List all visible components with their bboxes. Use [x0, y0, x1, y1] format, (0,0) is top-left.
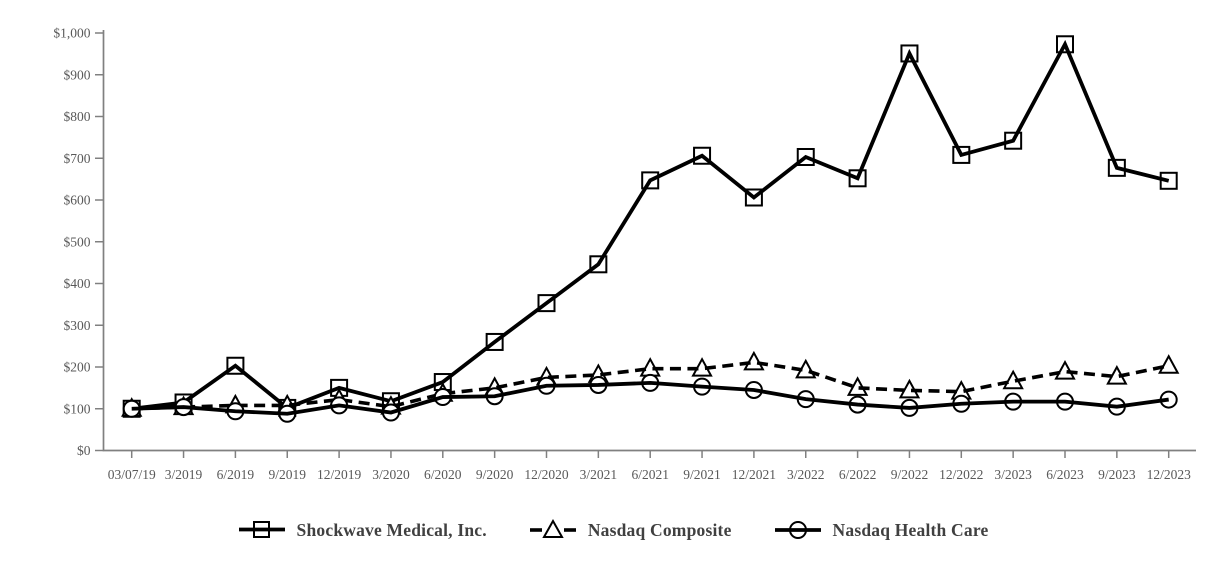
x-axis-tick-label: 12/2021 — [732, 467, 776, 482]
circle-legend-marker — [774, 521, 821, 539]
triangle-marker — [1158, 354, 1180, 374]
x-axis-tick-label: 3/2022 — [787, 467, 825, 482]
square-legend-marker — [238, 521, 285, 538]
series-line — [131, 39, 1170, 411]
x-axis-tick-label: 3/2023 — [994, 467, 1032, 482]
x-axis-tick-label: 9/2022 — [891, 467, 929, 482]
y-axis-tick-label: $900 — [64, 67, 91, 82]
x-axis-tick-label: 6/2022 — [839, 467, 877, 482]
y-axis-tick-label: $300 — [64, 318, 91, 333]
x-axis-tick-label: 12/2022 — [939, 467, 983, 482]
y-axis-tick-label: $400 — [64, 276, 91, 291]
x-axis-tick-label: 03/07/19 — [108, 467, 156, 482]
x-axis-tick-label: 3/2021 — [580, 467, 618, 482]
x-axis-tick-label: 12/2019 — [317, 467, 362, 482]
triangle-legend-marker — [529, 518, 576, 538]
legend-item-nasdaq-health-care: Nasdaq Health Care — [774, 516, 989, 544]
x-axis-tick-label: 6/2021 — [631, 467, 669, 482]
x-axis-tick-label: 6/2020 — [424, 467, 462, 482]
series-line — [131, 380, 1169, 416]
series-triangle — [121, 350, 1180, 417]
y-axis-tick-label: $500 — [64, 234, 91, 249]
y-axis-tick-label: $1,000 — [53, 26, 90, 41]
legend-label: Shockwave Medical, Inc. — [296, 519, 487, 540]
x-axis-tick-label: 9/2023 — [1098, 467, 1136, 482]
axes: $0 $100 $200 $300 $400 $500 $600 $700 $800 $900 $1… — [53, 26, 1196, 482]
y-axis-tick-label: $700 — [64, 151, 91, 166]
x-axis-tick-label: 9/2019 — [268, 467, 306, 482]
x-axis-tick-label: 9/2021 — [683, 467, 721, 482]
y-axis-tick-label: $800 — [64, 109, 91, 124]
x-axis-tick-label: 6/2023 — [1046, 467, 1084, 482]
y-axis-tick-label: $100 — [64, 401, 91, 416]
x-axis-tick-label: 12/2020 — [524, 467, 569, 482]
legend-label: Nasdaq Composite — [587, 519, 732, 540]
triangle-marker — [743, 350, 765, 371]
legend-item-nasdaq-composite: Nasdaq Composite — [529, 516, 732, 544]
x-axis-tick-label: 9/2020 — [476, 467, 514, 482]
y-axis-tick-label: $0 — [77, 443, 91, 458]
y-axis-tick-label: $600 — [64, 193, 91, 208]
x-axis-tick-label: 3/2019 — [165, 467, 203, 482]
x-axis-tick-label: 3/2020 — [372, 467, 410, 482]
x-axis-tick-label: 12/2023 — [1147, 467, 1192, 482]
x-axis-tick-label: 6/2019 — [217, 467, 255, 482]
series-circle — [122, 373, 1178, 423]
legend-label: Nasdaq Health Care — [832, 519, 989, 540]
y-axis-tick-label: $200 — [64, 360, 91, 375]
triangle-marker — [1054, 360, 1076, 380]
legend-item-shockwave-medical-inc: Shockwave Medical, Inc. — [238, 516, 487, 544]
chart-legend: Shockwave Medical, Inc. Nasdaq Composite N… — [0, 516, 1226, 544]
series-square — [122, 35, 1178, 418]
